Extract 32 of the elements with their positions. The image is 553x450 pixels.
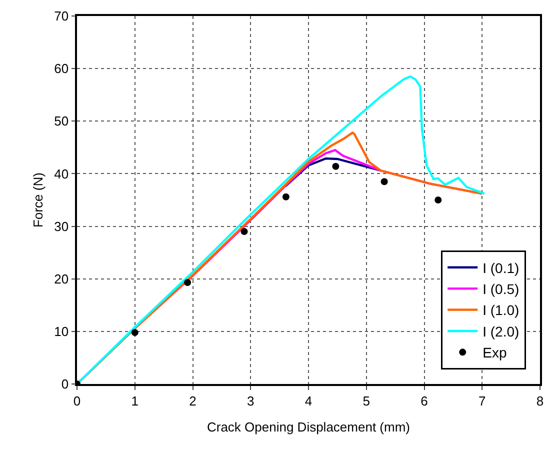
point	[282, 193, 290, 200]
point	[184, 279, 192, 286]
line-series	[284, 157, 382, 188]
y-tick-label: 0	[61, 376, 69, 392]
x-axis-title: Crack Opening Displacement (mm)	[206, 419, 410, 434]
x-tick-label: 8	[536, 393, 544, 408]
legend-label: I (2.0)	[482, 323, 520, 340]
y-tick-label: 50	[54, 114, 69, 129]
y-tick-label: 60	[54, 61, 69, 76]
y-tick-label: 70	[54, 8, 69, 24]
point	[434, 196, 442, 204]
point	[380, 178, 388, 186]
y-tick-label: 10	[54, 324, 69, 339]
point	[131, 328, 138, 336]
x-tick-label: 2	[189, 393, 196, 408]
y-tick-label: 20	[54, 271, 69, 286]
x-tick-label: 0	[73, 393, 81, 408]
legend-label: I (1.0)	[482, 302, 520, 318]
y-tick-label: 30	[54, 218, 69, 234]
x-tick-label: 5	[362, 393, 370, 408]
y-axis-title: Force (N)	[30, 172, 46, 228]
x-tick-label: 7	[478, 393, 486, 408]
legend-label: I (0.1)	[482, 260, 520, 276]
x-tick-label: 4	[304, 393, 312, 408]
point	[240, 228, 248, 236]
legend-label: I (0.5)	[482, 281, 520, 298]
legend-label: Exp	[482, 344, 507, 361]
x-tick-label: 1	[131, 393, 138, 408]
x-tick-label: 6	[420, 393, 428, 408]
y-tick-label: 40	[54, 166, 69, 182]
x-tick-label: 3	[247, 393, 254, 408]
point	[332, 162, 340, 170]
